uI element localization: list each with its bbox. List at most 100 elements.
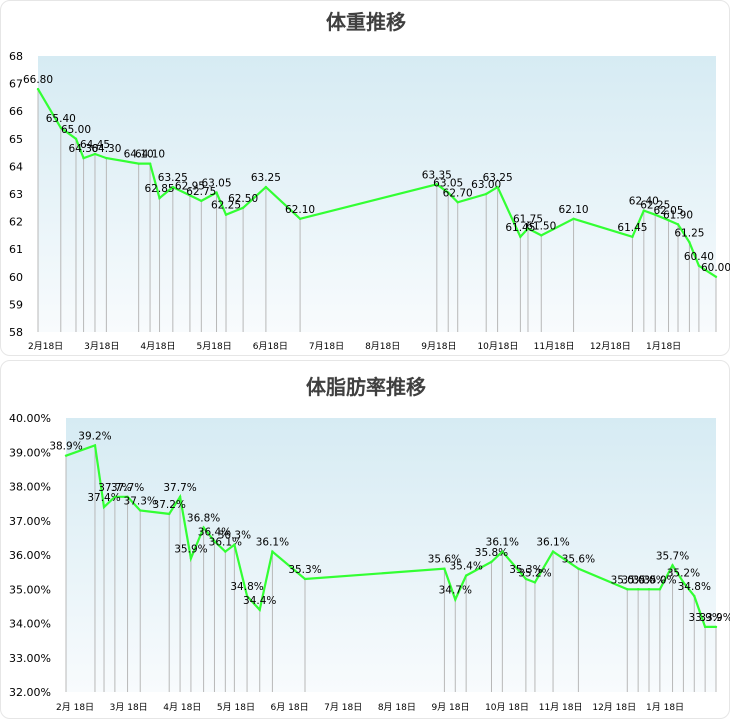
data-label: 37.7%	[111, 482, 144, 494]
x-tick-label: 2月 18日	[56, 702, 94, 713]
data-point	[271, 550, 274, 553]
x-tick-label: 6月18日	[253, 341, 288, 352]
data-point	[551, 550, 555, 553]
data-point	[443, 567, 446, 570]
data-label: 60.40	[684, 251, 714, 263]
data-label: 63.05	[433, 178, 463, 190]
y-tick-label: 40.00%	[9, 412, 51, 425]
x-tick-label: 2月18日	[28, 341, 63, 352]
x-tick-label: 4月 18日	[163, 702, 201, 713]
data-label: 35.0%	[632, 574, 665, 586]
data-label: 33.9%	[699, 612, 730, 624]
data-label: 62.75	[186, 186, 216, 198]
data-point	[671, 564, 674, 567]
data-label: 35.3%	[288, 564, 321, 576]
data-label: 66.80	[23, 74, 53, 86]
data-label: 62.50	[228, 193, 258, 205]
data-label: 37.7%	[98, 482, 131, 494]
data-point	[540, 234, 543, 237]
data-label: 35.3%	[509, 564, 542, 576]
weight-chart-panel: 体重推移 68 67 66 65 64 63 62 61 60 59 58 2月18日 3月18日 4月18…	[0, 0, 730, 356]
x-tick-label: 5月 18日	[217, 702, 255, 713]
data-point	[533, 581, 537, 584]
data-label: 37.2%	[153, 499, 186, 511]
y-tick-label: 36.00%	[9, 549, 51, 562]
data-point	[82, 156, 85, 160]
y-tick-label: 39.00%	[9, 446, 51, 459]
data-point	[126, 495, 129, 498]
data-point	[524, 577, 528, 581]
data-point	[642, 209, 646, 212]
y-tick-label: 58	[9, 326, 23, 339]
data-point	[697, 264, 701, 267]
data-point	[137, 162, 140, 165]
y-tick-label: 65	[9, 133, 23, 146]
x-tick-label: 12月 18日	[592, 702, 636, 713]
data-label: 36.1%	[536, 537, 569, 549]
data-point	[526, 227, 530, 230]
data-label: 62.05	[653, 205, 683, 217]
data-label: 39.2%	[78, 430, 111, 442]
data-point	[647, 588, 651, 591]
x-tick-label: 3月18日	[84, 341, 119, 352]
data-point	[667, 219, 670, 222]
data-point	[168, 512, 171, 516]
y-tick-label: 35.00%	[9, 583, 51, 596]
y-tick-label: 63	[9, 188, 23, 201]
data-point	[139, 509, 142, 512]
data-point	[682, 581, 685, 584]
data-label: 34.8%	[230, 581, 263, 593]
data-point	[626, 588, 629, 591]
y-tick-label: 60	[9, 271, 23, 284]
data-label: 64.10	[135, 149, 165, 161]
x-tick-label: 10月 18日	[485, 702, 529, 713]
x-tick-label: 1月 18日	[646, 702, 684, 713]
data-label: 63.25	[251, 172, 281, 184]
data-point	[213, 540, 216, 543]
data-label: 37.7%	[163, 482, 196, 494]
x-tick-label: 5月18日	[197, 341, 232, 352]
data-point	[224, 213, 228, 216]
data-label: 35.8%	[475, 547, 508, 559]
y-tick-label: 67	[9, 78, 23, 91]
data-point	[171, 185, 175, 189]
x-tick-label: 8月18日	[365, 341, 400, 352]
data-point	[496, 185, 499, 189]
data-point	[59, 126, 62, 129]
x-tick-label: 4月18日	[140, 341, 175, 352]
data-label: 61.45	[505, 222, 535, 234]
data-label: 61.75	[513, 214, 543, 226]
x-tick-label: 3月 18日	[110, 702, 148, 713]
data-label: 35.6%	[562, 554, 595, 566]
data-label: 63.05	[201, 178, 231, 190]
data-point	[36, 87, 40, 91]
data-point	[454, 598, 457, 601]
data-point	[658, 588, 662, 591]
data-point	[703, 625, 707, 629]
weight-chart-svg: 体重推移 68 67 66 65 64 63 62 61 60 59 58 2月18日 3月18日 4月18…	[9, 10, 730, 352]
data-label: 60.00	[701, 262, 730, 274]
y-tick-label: 61	[9, 243, 23, 256]
data-label: 65.00	[61, 124, 91, 136]
data-point	[93, 152, 97, 156]
data-point	[215, 191, 218, 194]
x-tick-label: 1月18日	[646, 341, 681, 352]
data-label: 36.4%	[198, 526, 231, 538]
data-label: 35.0%	[611, 574, 644, 586]
data-point	[485, 192, 488, 196]
y-tick-label: 38.00%	[9, 481, 51, 494]
body-fat-chart-svg: 体脂肪率推移 40.00% 39.00% 38.00% 37.00% 36.00% 35.0…	[9, 375, 730, 713]
x-tick-label: 9月18日	[421, 341, 456, 352]
data-point	[178, 495, 182, 498]
data-label: 33.9%	[688, 612, 721, 624]
data-label: 64.10	[124, 149, 154, 161]
data-label: 62.40	[629, 196, 659, 208]
data-point	[233, 543, 236, 546]
data-label: 63.00	[471, 179, 501, 191]
series-line	[37, 88, 717, 278]
data-label: 62.25	[640, 200, 670, 212]
data-label: 62.85	[145, 183, 175, 195]
data-point	[435, 183, 439, 186]
y-tick-label: 62	[9, 216, 23, 229]
data-point	[654, 213, 657, 216]
